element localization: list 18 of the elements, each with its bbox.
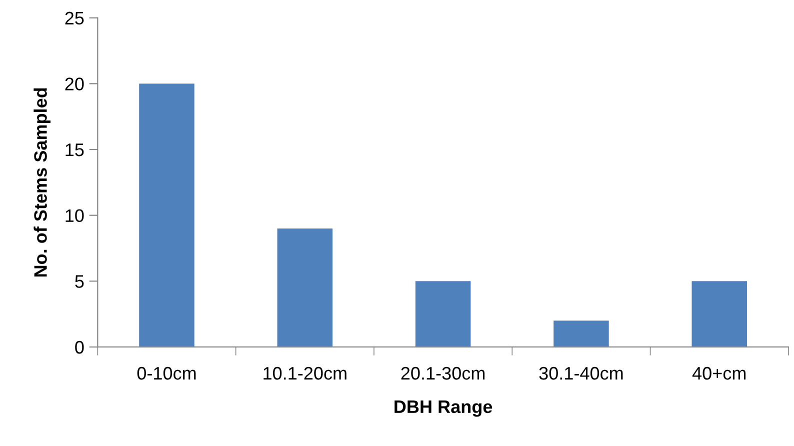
x-tick-label: 30.1-40cm: [539, 366, 623, 380]
y-tick-label: 0: [75, 340, 84, 354]
bar: [277, 228, 333, 347]
x-tick-label: 20.1-30cm: [401, 366, 485, 380]
y-axis-title: No. of Stems Sampled: [34, 88, 50, 277]
bar: [415, 281, 471, 347]
bar: [554, 320, 609, 347]
y-tick-label: 10: [66, 209, 84, 222]
y-tick-label: 15: [66, 144, 84, 156]
x-tick-label: 10.1-20cm: [264, 366, 346, 380]
x-tick-label: 0-10cm: [137, 366, 196, 380]
bar: [692, 281, 747, 347]
y-tick-label: 5: [75, 275, 84, 288]
bar: [139, 84, 194, 347]
x-axis-title: DBH Range: [394, 400, 492, 417]
x-tick-label: 40+cm: [692, 366, 746, 380]
y-tick-label: 25: [65, 12, 84, 25]
y-tick-label: 20: [65, 78, 84, 90]
